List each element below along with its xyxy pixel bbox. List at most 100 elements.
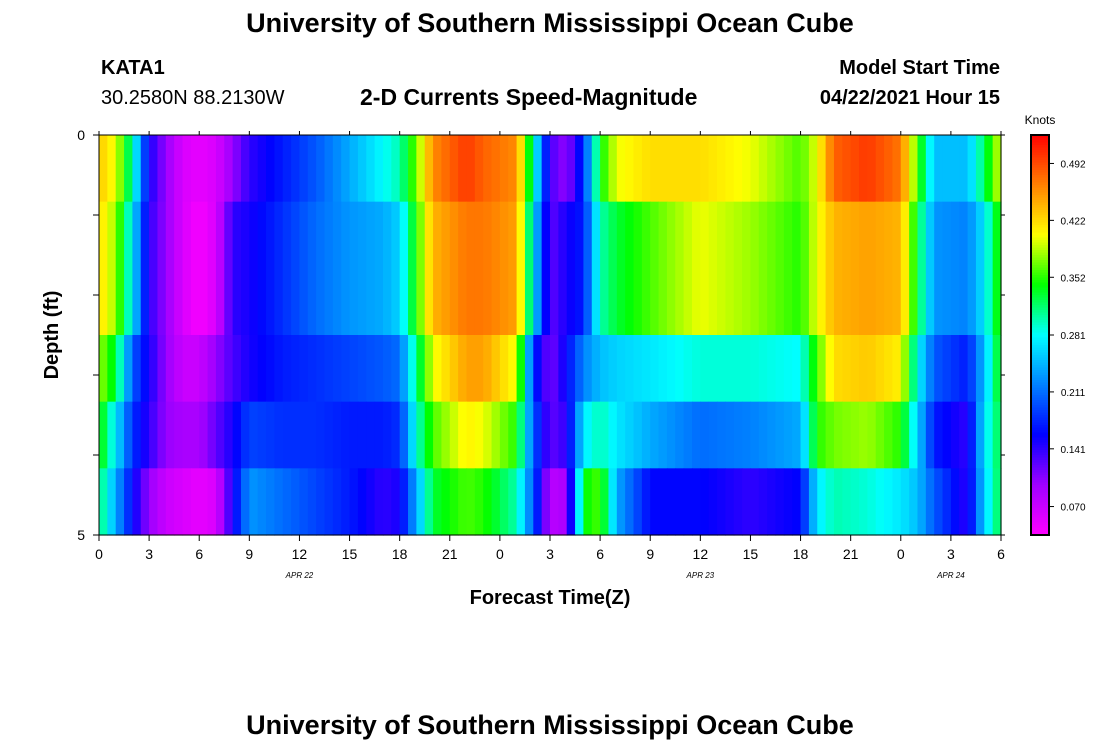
heatmap-cell — [783, 201, 793, 336]
heatmap-cell — [499, 135, 509, 203]
heatmap-cell — [867, 201, 877, 336]
heatmap-cell — [107, 401, 117, 469]
heatmap-cell — [499, 401, 509, 469]
heatmap-cell — [316, 135, 326, 203]
heatmap-cell — [199, 335, 209, 403]
heatmap-cell — [750, 135, 760, 203]
heatmap-cell — [408, 335, 417, 403]
heatmap-cell — [240, 401, 250, 469]
heatmap-cell — [691, 401, 701, 469]
heatmap-cell — [424, 201, 434, 336]
colorbar-segment — [1031, 497, 1049, 501]
heatmap-cell — [99, 401, 108, 469]
colorbar-segment — [1031, 425, 1049, 429]
heatmap-cell — [424, 401, 434, 469]
heatmap-cell — [433, 401, 443, 469]
heatmap-cell — [408, 401, 417, 469]
heatmap-cell — [942, 401, 952, 469]
heatmap-cell — [600, 135, 610, 203]
heatmap-cell — [842, 468, 852, 536]
heatmap-cell — [541, 135, 551, 203]
heatmap-cell — [700, 468, 710, 536]
colorbar-segment — [1031, 165, 1049, 169]
heatmap-cell — [859, 135, 868, 203]
heatmap-cell — [575, 401, 585, 469]
heatmap-cell — [591, 401, 601, 469]
heatmap-cell — [165, 401, 175, 469]
heatmap-cell — [884, 335, 894, 403]
heatmap-cell — [616, 135, 626, 203]
heatmap-cell — [967, 135, 977, 203]
heatmap-cell — [583, 401, 593, 469]
heatmap-cell — [207, 468, 217, 536]
heatmap-cell — [149, 401, 159, 469]
colorbar-segment — [1031, 457, 1049, 461]
heatmap-cell — [775, 201, 785, 336]
heatmap-cell — [249, 335, 259, 403]
heatmap-cell — [909, 468, 919, 536]
colorbar-segment — [1031, 287, 1049, 291]
heatmap-cell — [750, 201, 760, 336]
heatmap-cell — [307, 135, 317, 203]
colorbar-segment — [1031, 267, 1049, 271]
colorbar-segment — [1031, 427, 1049, 431]
heatmap-cell — [366, 468, 376, 536]
heatmap-cell — [733, 401, 743, 469]
heatmap-cell — [859, 335, 868, 403]
colorbar-segment — [1031, 310, 1049, 314]
colorbar-segment — [1031, 530, 1049, 534]
heatmap-cell — [591, 335, 601, 403]
heatmap-cell — [591, 468, 601, 536]
heatmap-cell — [725, 135, 735, 203]
heatmap-cell — [165, 335, 175, 403]
heatmap-cell — [291, 468, 301, 536]
heatmap-cell — [959, 201, 969, 336]
colorbar-segment — [1031, 370, 1049, 374]
heatmap-cell — [608, 201, 618, 336]
heatmap-cell — [792, 468, 802, 536]
heatmap-cell — [291, 335, 301, 403]
heatmap-cell — [984, 335, 994, 403]
colorbar-segment — [1031, 297, 1049, 301]
heatmap-cell — [508, 135, 518, 203]
colorbar-segment — [1031, 437, 1049, 441]
heatmap-cell — [266, 135, 275, 203]
colorbar-segment — [1031, 135, 1049, 139]
heatmap-cell — [909, 401, 919, 469]
heatmap-cell — [157, 135, 167, 203]
x-tick-label: 21 — [843, 546, 859, 562]
heatmap-cell — [391, 201, 401, 336]
heatmap-cell — [558, 201, 568, 336]
heatmap-cell — [399, 335, 409, 403]
station-id: KATA1 — [101, 57, 165, 79]
heatmap-cell — [808, 401, 818, 469]
heatmap-cell — [124, 468, 134, 536]
heatmap-cell — [842, 135, 852, 203]
heatmap-cell — [541, 401, 551, 469]
heatmap-cell — [291, 401, 301, 469]
colorbar-segment — [1031, 152, 1049, 156]
heatmap-cell — [474, 468, 484, 536]
heatmap-cell — [274, 401, 284, 469]
heatmap-cell — [140, 201, 150, 336]
colorbar-segment — [1031, 290, 1049, 294]
heatmap-cell — [316, 468, 326, 536]
heatmap-cell — [266, 201, 275, 336]
heatmap-cell — [224, 335, 234, 403]
heatmap-cell — [600, 401, 610, 469]
heatmap-cell — [950, 468, 960, 536]
colorbar-segment — [1031, 292, 1049, 296]
heatmap-cell — [750, 335, 760, 403]
colorbar-segment — [1031, 350, 1049, 354]
heatmap-cell — [533, 401, 543, 469]
heatmap-cell — [892, 335, 902, 403]
colorbar-segment — [1031, 250, 1049, 254]
heatmap-cell — [391, 335, 401, 403]
heatmap-cell — [341, 201, 351, 336]
colorbar-segment — [1031, 405, 1049, 409]
heatmap-cell — [215, 335, 225, 403]
heatmap-cell — [767, 468, 777, 536]
colorbar-segment — [1031, 492, 1049, 496]
colorbar-segment — [1031, 237, 1049, 241]
heatmap-cell — [800, 401, 810, 469]
